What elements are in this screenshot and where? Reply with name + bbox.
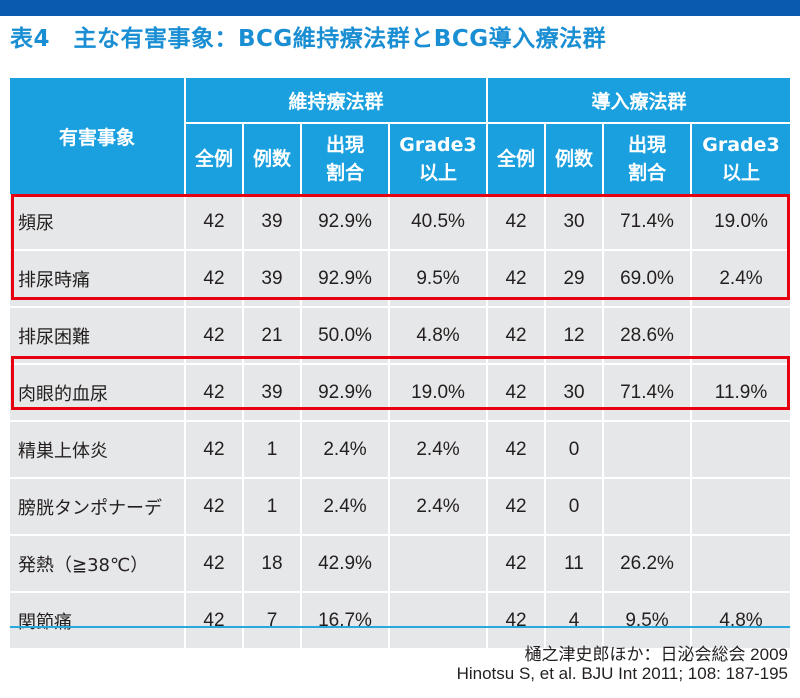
header-m-rate-line1: 出現 [325, 134, 364, 156]
event-name: 関節痛 [10, 592, 186, 650]
table-row: 膀胱タンポナーデ 42 1 2.4% 2.4% 42 0 [10, 478, 791, 536]
cell-i-count: 0 [545, 478, 605, 536]
page-title: 表4 主な有害事象：BCG維持療法群とBCG導入療法群 [10, 26, 607, 52]
cell-m-rate: 2.4% [301, 421, 390, 479]
cell-m-rate: 42.9% [301, 535, 390, 593]
header-group-maintenance: 維持療法群 [185, 78, 489, 124]
cell-i-grade [691, 307, 791, 365]
event-name: 頻尿 [10, 194, 186, 251]
cell-i-count: 12 [545, 307, 605, 365]
header-event: 有害事象 [10, 78, 186, 194]
header-i-count: 例数 [545, 123, 605, 194]
cell-m-count: 18 [243, 535, 302, 593]
header-group-induction: 導入療法群 [487, 78, 791, 124]
cell-m-count: 39 [243, 364, 302, 422]
event-name: 肉眼的血尿 [10, 364, 186, 422]
header-i-rate-line2: 割合 [628, 162, 667, 184]
cell-i-rate: 71.4% [603, 364, 693, 422]
cell-m-all: 42 [185, 592, 244, 650]
event-name: 精巣上体炎 [10, 421, 186, 479]
event-name: 排尿困難 [10, 307, 186, 365]
header-i-grade-line1: Grade3 [702, 134, 780, 156]
cell-m-count: 1 [243, 421, 302, 479]
event-name: 発熱（≧38℃） [10, 535, 186, 593]
cell-i-all: 42 [487, 194, 547, 251]
event-name: 膀胱タンポナーデ [10, 478, 186, 536]
highlight-box-urination [11, 194, 790, 300]
bottom-rule [10, 626, 790, 628]
cell-i-grade [691, 478, 791, 536]
cell-i-rate [603, 478, 693, 536]
cell-i-all: 42 [487, 592, 547, 650]
header-i-grade-line2: 以上 [722, 162, 761, 184]
cell-m-rate: 92.9% [301, 364, 390, 422]
table-row: 頻尿 42 39 92.9% 40.5% 42 30 71.4% 19.0% [10, 194, 791, 251]
cell-m-grade: 2.4% [389, 421, 489, 479]
cell-i-all: 42 [487, 421, 547, 479]
cell-m-rate: 92.9% [301, 194, 390, 251]
header-i-rate: 出現 割合 [603, 123, 693, 194]
cell-m-count: 1 [243, 478, 302, 536]
header-i-grade: Grade3 以上 [691, 123, 791, 194]
source-citation-jp: 樋之津史郎ほか：日泌会総会 2009 [524, 645, 788, 664]
cell-i-grade [691, 421, 791, 479]
cell-m-grade: 4.8% [389, 307, 489, 365]
cell-i-count: 30 [545, 364, 605, 422]
table-row: 排尿困難 42 21 50.0% 4.8% 42 12 28.6% [10, 307, 791, 365]
header-m-all: 全例 [185, 123, 244, 194]
cell-i-rate: 26.2% [603, 535, 693, 593]
cell-i-rate: 28.6% [603, 307, 693, 365]
cell-i-count: 30 [545, 194, 605, 251]
header-m-grade-line2: 以上 [419, 162, 458, 184]
cell-m-count: 7 [243, 592, 302, 650]
header-m-count: 例数 [243, 123, 302, 194]
cell-i-count: 4 [545, 592, 605, 650]
cell-m-all: 42 [185, 478, 244, 536]
cell-i-all: 42 [487, 535, 547, 593]
cell-i-all: 42 [487, 307, 547, 365]
table-row: 精巣上体炎 42 1 2.4% 2.4% 42 0 [10, 421, 791, 479]
cell-m-grade: 2.4% [389, 478, 489, 536]
cell-i-grade: 4.8% [691, 592, 791, 650]
cell-m-all: 42 [185, 364, 244, 422]
cell-m-all: 42 [185, 194, 244, 251]
highlight-box-hematuria [11, 356, 790, 410]
cell-m-all: 42 [185, 535, 244, 593]
cell-i-grade: 19.0% [691, 194, 791, 251]
cell-i-count: 11 [545, 535, 605, 593]
cell-i-rate: 9.5% [603, 592, 693, 650]
cell-m-grade: 40.5% [389, 194, 489, 251]
header-m-rate-line2: 割合 [325, 162, 364, 184]
cell-i-all: 42 [487, 478, 547, 536]
cell-m-grade: 19.0% [389, 364, 489, 422]
cell-m-count: 21 [243, 307, 302, 365]
cell-i-all: 42 [487, 364, 547, 422]
table-row: 発熱（≧38℃） 42 18 42.9% 42 11 26.2% [10, 535, 791, 593]
cell-m-all: 42 [185, 421, 244, 479]
cell-m-rate: 2.4% [301, 478, 390, 536]
header-m-rate: 出現 割合 [301, 123, 390, 194]
cell-i-grade: 11.9% [691, 364, 791, 422]
adverse-events-table: 有害事象 維持療法群 導入療法群 全例 例数 出現 割合 Grade3 以上 全例 … [10, 78, 791, 650]
cell-m-all: 42 [185, 307, 244, 365]
cell-m-rate: 50.0% [301, 307, 390, 365]
cell-m-grade [389, 592, 489, 650]
source-citation-en: Hinotsu S, et al. BJU Int 2011; 108: 187… [456, 664, 788, 683]
cell-i-count: 0 [545, 421, 605, 479]
cell-i-rate [603, 421, 693, 479]
cell-m-count: 39 [243, 194, 302, 251]
table-row: 肉眼的血尿 42 39 92.9% 19.0% 42 30 71.4% 11.9… [10, 364, 791, 422]
cell-m-rate: 16.7% [301, 592, 390, 650]
header-i-all: 全例 [487, 123, 547, 194]
header-i-rate-line1: 出現 [628, 134, 667, 156]
cell-i-rate: 71.4% [603, 194, 693, 251]
top-rule [0, 0, 800, 16]
cell-i-grade [691, 535, 791, 593]
header-m-grade-line1: Grade3 [399, 134, 477, 156]
header-m-grade: Grade3 以上 [389, 123, 489, 194]
cell-m-grade [389, 535, 489, 593]
table-row: 関節痛 42 7 16.7% 42 4 9.5% 4.8% [10, 592, 791, 650]
